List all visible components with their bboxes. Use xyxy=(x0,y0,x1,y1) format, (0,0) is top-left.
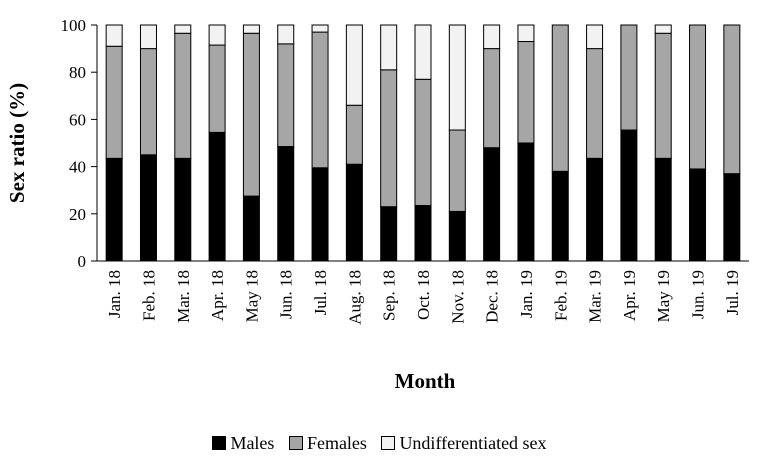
y-axis-title: Sex ratio (%) xyxy=(5,83,29,203)
bar-segment-undifferentiated-sex-2 xyxy=(174,24,192,34)
bar-segment-undifferentiated-sex-6 xyxy=(311,24,329,33)
bar-segment-females-8 xyxy=(380,69,398,208)
bar-segment-females-11 xyxy=(483,48,501,149)
x-tick-label: Oct. 18 xyxy=(414,270,433,320)
bar-segment-males-15 xyxy=(620,129,638,262)
x-tick-label: Mar. 19 xyxy=(586,270,605,323)
bar-segment-females-15 xyxy=(620,24,638,131)
bar-segment-undifferentiated-sex-14 xyxy=(586,24,604,50)
bar-segment-males-7 xyxy=(345,163,363,262)
bar-segment-females-5 xyxy=(277,43,295,148)
legend-swatch-females xyxy=(288,436,303,450)
bar-segment-females-2 xyxy=(174,32,192,159)
bar-segment-males-0 xyxy=(105,157,123,262)
y-tick-label: 100 xyxy=(61,16,87,35)
x-tick-label: Jan. 19 xyxy=(517,270,536,318)
bar-segment-females-1 xyxy=(139,48,157,156)
bar-segment-males-9 xyxy=(414,205,432,262)
legend-item-undifferentiated: Undifferentiated sex xyxy=(381,433,547,454)
bar-segment-females-14 xyxy=(586,48,604,159)
bars-layer xyxy=(105,24,741,262)
bar-segment-females-9 xyxy=(414,78,432,207)
bar-segment-undifferentiated-sex-16 xyxy=(654,24,672,34)
bar-segment-males-10 xyxy=(448,210,466,262)
bar-segment-females-17 xyxy=(689,24,707,170)
legend-swatch-males xyxy=(212,436,227,450)
bar-segment-undifferentiated-sex-10 xyxy=(448,24,466,131)
legend: Males Females Undifferentiated sex xyxy=(0,433,759,454)
x-tick-label: May 18 xyxy=(242,270,261,322)
bar-segment-undifferentiated-sex-4 xyxy=(242,24,260,34)
y-tick-label: 80 xyxy=(69,63,86,82)
x-tick-label: Jun. 19 xyxy=(689,270,708,319)
bar-segment-females-13 xyxy=(551,24,569,172)
bar-segment-undifferentiated-sex-8 xyxy=(380,24,398,71)
x-tick-label: Nov. 18 xyxy=(448,270,467,324)
bar-segment-males-17 xyxy=(689,168,707,262)
bar-segment-females-7 xyxy=(345,104,363,165)
x-tick-label: Jan. 18 xyxy=(105,270,124,318)
bar-segment-females-6 xyxy=(311,31,329,169)
bar-segment-females-3 xyxy=(208,44,226,133)
bar-segment-males-4 xyxy=(242,195,260,262)
legend-label-males: Males xyxy=(230,433,275,453)
bar-segment-males-6 xyxy=(311,167,329,262)
bar-segment-females-0 xyxy=(105,45,123,159)
bar-segment-males-3 xyxy=(208,131,226,262)
bar-segment-males-13 xyxy=(551,170,569,262)
x-tick-label: May 19 xyxy=(654,270,673,322)
x-tick-label: Feb. 19 xyxy=(551,270,570,321)
bar-segment-females-12 xyxy=(517,41,535,144)
bar-segment-males-16 xyxy=(654,157,672,262)
bar-segment-males-12 xyxy=(517,142,535,262)
y-tick-label: 60 xyxy=(69,110,86,129)
legend-item-females: Females xyxy=(288,433,367,454)
bar-segment-undifferentiated-sex-0 xyxy=(105,24,123,47)
bar-segment-undifferentiated-sex-9 xyxy=(414,24,432,80)
bar-segment-females-4 xyxy=(242,32,260,197)
x-tick-label: Feb. 18 xyxy=(139,270,158,321)
legend-label-undifferentiated: Undifferentiated sex xyxy=(399,433,547,453)
bar-segment-females-18 xyxy=(723,24,741,175)
x-tick-label: Mar. 18 xyxy=(174,270,193,323)
bar-segment-undifferentiated-sex-3 xyxy=(208,24,226,46)
x-tick-label: Jul. 19 xyxy=(723,270,742,315)
x-tick-label: Dec. 18 xyxy=(483,270,502,323)
axes-layer: Jan. 18 Feb. 18 Mar. 18 Apr. 18 May 18 Jun. 1… xyxy=(61,16,749,325)
y-tick-label: 0 xyxy=(78,252,87,271)
bar-segment-males-11 xyxy=(483,147,501,262)
legend-label-females: Females xyxy=(306,433,367,453)
y-tick-label: 40 xyxy=(69,158,86,177)
bar-segment-undifferentiated-sex-11 xyxy=(483,24,501,50)
bar-segment-undifferentiated-sex-1 xyxy=(139,24,157,50)
y-tick-label: 20 xyxy=(69,205,86,224)
x-axis-title: Month xyxy=(395,369,456,393)
x-tick-label: Apr. 18 xyxy=(208,270,227,321)
x-tick-label: Aug. 18 xyxy=(345,270,364,325)
bar-segment-males-1 xyxy=(139,154,157,262)
bar-segment-males-14 xyxy=(586,157,604,262)
bar-segment-males-2 xyxy=(174,157,192,262)
x-tick-label: Apr. 19 xyxy=(620,270,639,321)
bar-segment-undifferentiated-sex-7 xyxy=(345,24,363,106)
bar-segment-females-10 xyxy=(448,129,466,212)
bar-segment-males-8 xyxy=(380,206,398,262)
x-tick-label: Jun. 18 xyxy=(277,270,296,319)
x-tick-label: Sep. 18 xyxy=(380,270,399,321)
legend-item-males: Males xyxy=(212,433,274,454)
bar-segment-undifferentiated-sex-5 xyxy=(277,24,295,45)
x-tick-label: Jul. 18 xyxy=(311,270,330,315)
bar-segment-males-5 xyxy=(277,146,295,262)
legend-swatch-undifferentiated xyxy=(381,436,396,450)
bar-segment-males-18 xyxy=(723,173,741,262)
stacked-bar-chart: Jan. 18 Feb. 18 Mar. 18 Apr. 18 May 18 Jun. 1… xyxy=(5,16,749,393)
bar-segment-undifferentiated-sex-12 xyxy=(517,24,535,43)
bar-segment-females-16 xyxy=(654,32,672,159)
